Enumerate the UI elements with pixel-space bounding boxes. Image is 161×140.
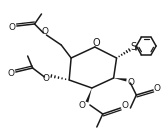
Text: O: O: [92, 38, 100, 48]
Text: O: O: [128, 78, 135, 87]
Text: O: O: [42, 26, 49, 36]
Polygon shape: [85, 88, 92, 102]
Polygon shape: [114, 78, 127, 81]
Text: O: O: [122, 102, 129, 110]
Text: O: O: [8, 23, 15, 32]
Text: S: S: [130, 42, 136, 52]
Text: O: O: [154, 83, 161, 93]
Text: O: O: [43, 74, 50, 82]
Text: O: O: [7, 68, 14, 78]
Text: O: O: [79, 102, 85, 110]
